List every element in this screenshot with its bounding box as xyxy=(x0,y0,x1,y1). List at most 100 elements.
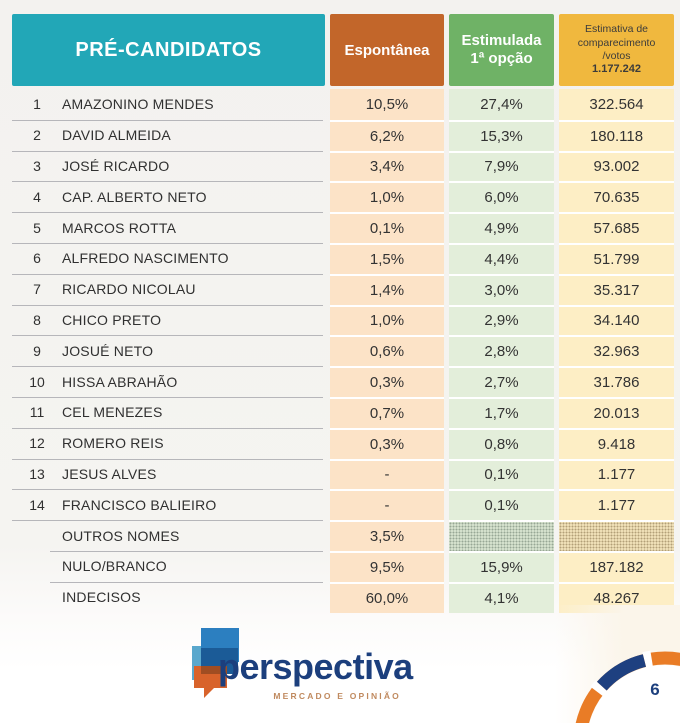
candidate-name: CHICO PRETO xyxy=(62,311,162,328)
espontanea-value: 0,1% xyxy=(330,212,444,243)
espontanea-value: 1,4% xyxy=(330,273,444,305)
candidate-rank: 5 xyxy=(33,219,41,236)
candidate-name: DAVID ALMEIDA xyxy=(62,127,171,144)
candidate-cell: NULO/BRANCO xyxy=(12,550,325,582)
estimativa-value: 187.182 xyxy=(559,550,674,582)
estimulada-value: 4,1% xyxy=(449,581,554,613)
estimulada-value: 0,8% xyxy=(449,427,554,459)
candidate-name: ALFREDO NASCIMENTO xyxy=(62,250,229,267)
espontanea-value: 9,5% xyxy=(330,550,444,582)
estimulada-value: 0,1% xyxy=(449,458,554,490)
header-estimulada-line2: 1ª opção xyxy=(470,50,533,67)
candidate-rank: 11 xyxy=(29,404,45,421)
candidate-name: INDECISOS xyxy=(62,589,141,606)
estimulada-value: 15,9% xyxy=(449,550,554,582)
candidate-cell: 9 JOSUÉ NETO xyxy=(12,335,325,366)
estimulada-value: 2,8% xyxy=(449,335,554,367)
candidate-cell: 4 CAP. ALBERTO NETO xyxy=(12,181,325,212)
candidate-cell: 10 HISSA ABRAHÃO xyxy=(12,366,325,397)
espontanea-value: - xyxy=(330,489,444,521)
espontanea-value: 1,5% xyxy=(330,242,444,274)
candidate-cell: 7 RICARDO NICOLAU xyxy=(12,273,325,305)
espontanea-value: 1,0% xyxy=(330,304,444,336)
estimativa-value: 9.418 xyxy=(559,427,674,459)
header-estimativa-line1: Estimativa de xyxy=(584,23,649,36)
candidate-name: OUTROS NOMES xyxy=(62,527,180,544)
candidate-name: NULO/BRANCO xyxy=(62,558,167,575)
candidate-name: MARCOS ROTTA xyxy=(62,219,177,236)
candidate-name: CAP. ALBERTO NETO xyxy=(62,188,207,205)
candidate-rank: 3 xyxy=(33,157,41,174)
estimulada-value: 7,9% xyxy=(449,150,554,182)
header-estimativa: Estimativa de comparecimento /votos 1.17… xyxy=(559,14,674,86)
header-estimativa-total: 1.177.242 xyxy=(592,62,641,75)
perspectiva-logo-icon xyxy=(192,626,246,705)
espontanea-value: 6,2% xyxy=(330,119,444,151)
estimulada-value: 0,1% xyxy=(449,489,554,521)
header-estimativa-line3: /votos xyxy=(602,49,631,62)
espontanea-value: - xyxy=(330,458,444,490)
candidate-rank: 1 xyxy=(33,96,41,113)
candidate-cell: 3 JOSÉ RICARDO xyxy=(12,150,325,182)
header-pre-candidatos: PRÉ-CANDIDATOS xyxy=(12,14,325,86)
candidate-rank: 12 xyxy=(29,435,45,452)
estimativa-value-hatched xyxy=(559,520,674,551)
candidate-name: JOSÉ RICARDO xyxy=(62,157,170,174)
header-espontanea: Espontânea xyxy=(330,14,444,86)
candidate-rank: 7 xyxy=(33,281,41,298)
candidate-cell: OUTROS NOMES xyxy=(12,520,325,551)
estimativa-value: 51.799 xyxy=(559,242,674,274)
brand-name: perspectiva xyxy=(218,646,413,687)
estimativa-value: 20.013 xyxy=(559,396,674,428)
candidate-name: RICARDO NICOLAU xyxy=(62,281,196,298)
espontanea-value: 0,7% xyxy=(330,396,444,428)
estimativa-value: 35.317 xyxy=(559,273,674,305)
candidate-name: JOSUÉ NETO xyxy=(62,342,154,359)
estimativa-value: 93.002 xyxy=(559,150,674,182)
candidate-cell: 5 MARCOS ROTTA xyxy=(12,212,325,243)
espontanea-value: 10,5% xyxy=(330,89,444,120)
espontanea-value: 0,3% xyxy=(330,427,444,459)
candidate-rank: 13 xyxy=(29,465,45,482)
espontanea-value: 1,0% xyxy=(330,181,444,213)
estimativa-value: 70.635 xyxy=(559,181,674,213)
estimulada-value: 1,7% xyxy=(449,396,554,428)
estimativa-value: 1.177 xyxy=(559,489,674,521)
candidate-rank: 14 xyxy=(29,496,45,513)
estimulada-value: 6,0% xyxy=(449,181,554,213)
espontanea-value: 60,0% xyxy=(330,581,444,613)
estimulada-value: 2,7% xyxy=(449,366,554,397)
candidate-name: JESUS ALVES xyxy=(62,465,157,482)
estimulada-value: 3,0% xyxy=(449,273,554,305)
candidate-cell: INDECISOS xyxy=(12,581,325,613)
estimativa-value: 34.140 xyxy=(559,304,674,336)
candidate-cell: 8 CHICO PRETO xyxy=(12,304,325,336)
candidate-rank: 4 xyxy=(33,188,41,205)
estimativa-value: 322.564 xyxy=(559,89,674,120)
estimativa-value: 31.786 xyxy=(559,366,674,397)
candidate-rank: 2 xyxy=(33,127,41,144)
candidate-cell: 13 JESUS ALVES xyxy=(12,458,325,490)
table-header-row: PRÉ-CANDIDATOS Espontânea Estimulada 1ª … xyxy=(12,14,674,86)
candidate-rank: 10 xyxy=(29,373,45,390)
page-number: 6 xyxy=(650,680,660,699)
espontanea-value: 0,6% xyxy=(330,335,444,367)
espontanea-value: 0,3% xyxy=(330,366,444,397)
estimulada-value-hatched xyxy=(449,520,554,551)
estimativa-value: 180.118 xyxy=(559,119,674,151)
candidate-rank: 6 xyxy=(33,250,41,267)
candidate-cell: 14 FRANCISCO BALIEIRO xyxy=(12,489,325,520)
brand-tagline: MERCADO E OPINIÃO xyxy=(273,691,401,701)
corner-arc-decoration xyxy=(555,605,680,728)
candidate-rank: 8 xyxy=(33,311,41,328)
candidate-cell: 6 ALFREDO NASCIMENTO xyxy=(12,242,325,274)
estimativa-value: 32.963 xyxy=(559,335,674,367)
espontanea-value: 3,4% xyxy=(330,150,444,182)
candidate-cell: 2 DAVID ALMEIDA xyxy=(12,119,325,151)
espontanea-value: 3,5% xyxy=(330,520,444,551)
table-body: 1 AMAZONINO MENDES 10,5% 27,4% 322.564 2 D… xyxy=(12,89,674,613)
estimativa-value: 57.685 xyxy=(559,212,674,243)
estimulada-value: 4,9% xyxy=(449,212,554,243)
estimulada-value: 2,9% xyxy=(449,304,554,336)
candidate-cell: 12 ROMERO REIS xyxy=(12,427,325,459)
